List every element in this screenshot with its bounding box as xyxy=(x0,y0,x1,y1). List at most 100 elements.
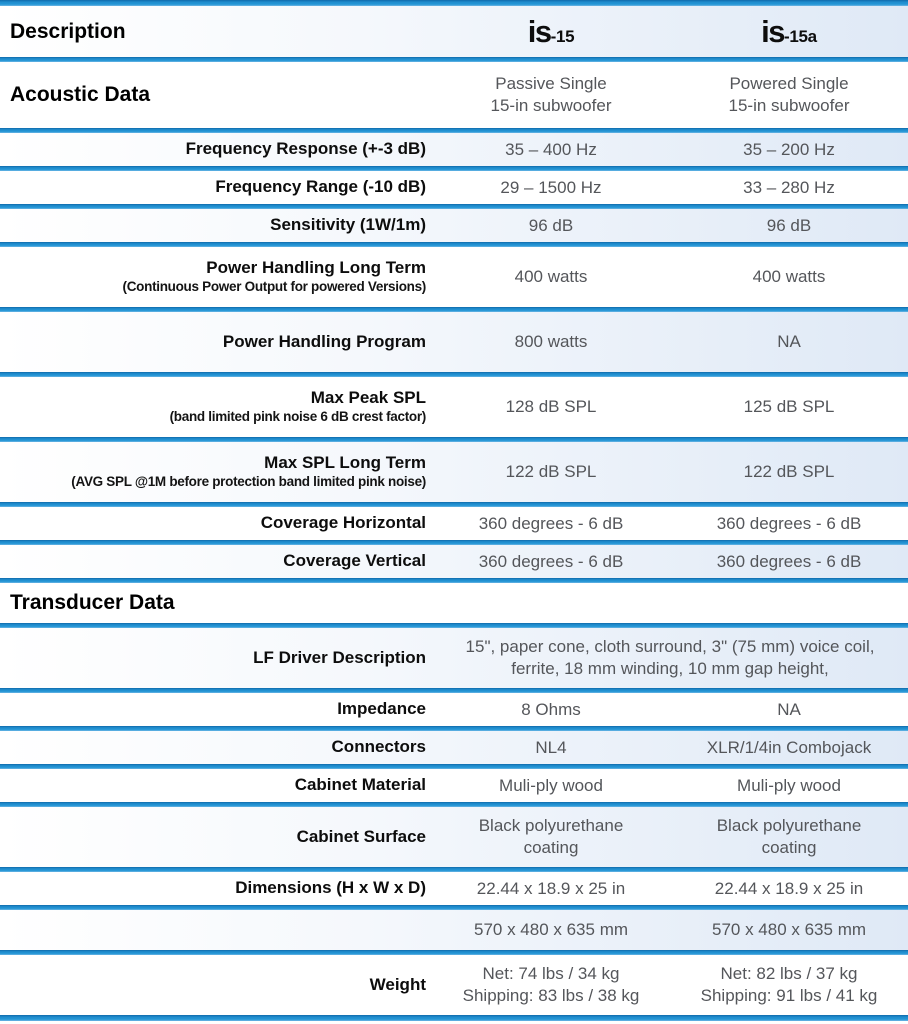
value-line: 96 dB xyxy=(766,215,812,235)
value-is-15: 8 Ohms xyxy=(432,699,670,721)
value-line: 400 watts xyxy=(752,267,826,287)
value-line: coating xyxy=(761,838,817,857)
value-line: 122 dB SPL xyxy=(505,462,597,482)
value-line: Black polyurethane xyxy=(478,816,624,836)
value-line: Passive Single xyxy=(495,74,607,94)
table-border xyxy=(0,0,908,6)
row-blank: 570 x 480 x 635 mm 570 x 480 x 635 mm xyxy=(0,910,908,950)
spec-label: Coverage Vertical xyxy=(283,551,426,571)
spec-label: Connectors xyxy=(331,737,426,757)
value-is-15: 360 degrees - 6 dB xyxy=(432,513,670,535)
spec-label: Frequency Range (-10 dB) xyxy=(215,177,426,197)
value-line: Shipping: 91 lbs / 41 kg xyxy=(700,986,878,1005)
value-line: 22.44 x 18.9 x 25 in xyxy=(476,878,626,898)
row-divider xyxy=(0,623,908,628)
value-line: 96 dB xyxy=(528,215,574,235)
spec-label-cell: LF Driver Description xyxy=(0,648,432,668)
value-line: Powered Single xyxy=(729,74,849,94)
row-divider xyxy=(0,764,908,769)
row-divider xyxy=(0,437,908,442)
row-divider xyxy=(0,242,908,247)
spec-label-cell: Impedance xyxy=(0,699,432,719)
value-is-15a: Net: 82 lbs / 37 kg Shipping: 91 lbs / 41… xyxy=(670,963,908,1007)
row-cabinet-material: Cabinet Material Muli-ply wood Muli-ply wo… xyxy=(0,769,908,802)
spec-label-cell: Sensitivity (1W/1m) xyxy=(0,215,432,235)
spec-label: Cabinet Surface xyxy=(296,826,426,846)
value-line: 360 degrees - 6 dB xyxy=(478,513,624,533)
value-line: 15", paper cone, cloth surround, 3" (75 … xyxy=(465,636,875,656)
model-suffix: -15a xyxy=(784,26,817,46)
value-span-both-models: 15", paper cone, cloth surround, 3" (75 … xyxy=(432,636,908,681)
row-divider xyxy=(0,307,908,312)
table-border xyxy=(0,1015,908,1021)
row-divider xyxy=(0,950,908,955)
value-is-15: Muli-ply wood xyxy=(432,775,670,797)
row-cabinet-surface: Cabinet Surface Black polyurethane coating… xyxy=(0,807,908,867)
value-line: XLR/1/4in Combojack xyxy=(706,737,872,757)
value-line: Net: 74 lbs / 34 kg xyxy=(482,964,620,984)
value-line: 122 dB SPL xyxy=(743,462,835,482)
value-line: 800 watts xyxy=(514,332,588,352)
value-is-15: Passive Single 15-in subwoofer xyxy=(432,73,670,117)
section-heading: Acoustic Data xyxy=(10,83,151,106)
value-line: Muli-ply wood xyxy=(499,775,603,795)
spec-label: Coverage Horizontal xyxy=(260,513,426,533)
row-divider xyxy=(0,802,908,807)
spec-label: Dimensions (H x W x D) xyxy=(235,878,426,898)
spec-label-cell: Power Handling Long Term (Continuous Powe… xyxy=(0,258,432,295)
value-is-15a: 33 – 280 Hz xyxy=(670,177,908,199)
spec-label-cell: Connectors xyxy=(0,737,432,757)
spec-label: Frequency Response (+-3 dB) xyxy=(185,139,426,159)
spec-label: Weight xyxy=(369,974,426,994)
value-line: 8 Ohms xyxy=(521,699,581,719)
spec-label: Cabinet Material xyxy=(294,775,426,795)
row-divider xyxy=(0,688,908,693)
spec-label: Power Handling Long Term xyxy=(206,258,426,278)
brand-logo: is xyxy=(761,13,785,49)
section-heading: Transducer Data xyxy=(10,591,175,614)
value-is-15: Black polyurethane coating xyxy=(432,815,670,859)
product-name-is-15a: is-15a xyxy=(670,16,908,48)
spec-label: Sensitivity (1W/1m) xyxy=(270,215,426,235)
value-is-15: 22.44 x 18.9 x 25 in xyxy=(432,878,670,900)
spec-label: Impedance xyxy=(337,699,426,719)
value-is-15a: 35 – 200 Hz xyxy=(670,139,908,161)
value-is-15: 570 x 480 x 635 mm xyxy=(432,919,670,941)
row-max-spl-long-term: Max SPL Long Term (AVG SPL @1M before pro… xyxy=(0,442,908,502)
spec-label: Max Peak SPL xyxy=(310,388,426,408)
value-is-15a: NA xyxy=(670,331,908,353)
row-lf-driver-description: LF Driver Description 15", paper cone, cl… xyxy=(0,628,908,688)
value-is-15: 122 dB SPL xyxy=(432,461,670,483)
value-line: 33 – 280 Hz xyxy=(743,177,835,197)
spec-label-cell: Coverage Horizontal xyxy=(0,513,432,533)
value-is-15: 96 dB xyxy=(432,215,670,237)
row-power-handling-program: Power Handling Program 800 watts NA xyxy=(0,312,908,372)
value-line: 128 dB SPL xyxy=(505,397,597,417)
value-is-15a: 360 degrees - 6 dB xyxy=(670,513,908,535)
value-is-15: 35 – 400 Hz xyxy=(432,139,670,161)
value-line: Black polyurethane xyxy=(716,816,862,836)
value-is-15a: 22.44 x 18.9 x 25 in xyxy=(670,878,908,900)
value-is-15a: NA xyxy=(670,699,908,721)
value-is-15a: 570 x 480 x 635 mm xyxy=(670,919,908,941)
value-is-15a: 122 dB SPL xyxy=(670,461,908,483)
value-line: 29 – 1500 Hz xyxy=(500,177,602,197)
spec-label-cell: Power Handling Program xyxy=(0,332,432,352)
value-is-15a: 96 dB xyxy=(670,215,908,237)
value-line: NA xyxy=(777,332,801,352)
value-is-15: 29 – 1500 Hz xyxy=(432,177,670,199)
row-divider xyxy=(0,502,908,507)
row-weight: Weight Net: 74 lbs / 34 kg Shipping: 83 lb… xyxy=(0,955,908,1015)
row-coverage-vertical: Coverage Vertical 360 degrees - 6 dB 360 d… xyxy=(0,545,908,578)
value-is-15: 360 degrees - 6 dB xyxy=(432,551,670,573)
spec-label-cell: Dimensions (H x W x D) xyxy=(0,878,432,898)
value-is-15a: Muli-ply wood xyxy=(670,775,908,797)
row-coverage-horizontal: Coverage Horizontal 360 degrees - 6 dB 360… xyxy=(0,507,908,540)
value-line: NA xyxy=(777,699,801,719)
spec-sublabel: (Continuous Power Output for powered Ver… xyxy=(122,278,427,294)
value-line: 570 x 480 x 635 mm xyxy=(711,920,867,940)
row-max-peak-spl: Max Peak SPL (band limited pink noise 6 d… xyxy=(0,377,908,437)
spec-label-cell: Max Peak SPL (band limited pink noise 6 d… xyxy=(0,388,432,425)
row-frequency-response-3-db: Frequency Response (+-3 dB) 35 – 400 Hz 35… xyxy=(0,133,908,166)
